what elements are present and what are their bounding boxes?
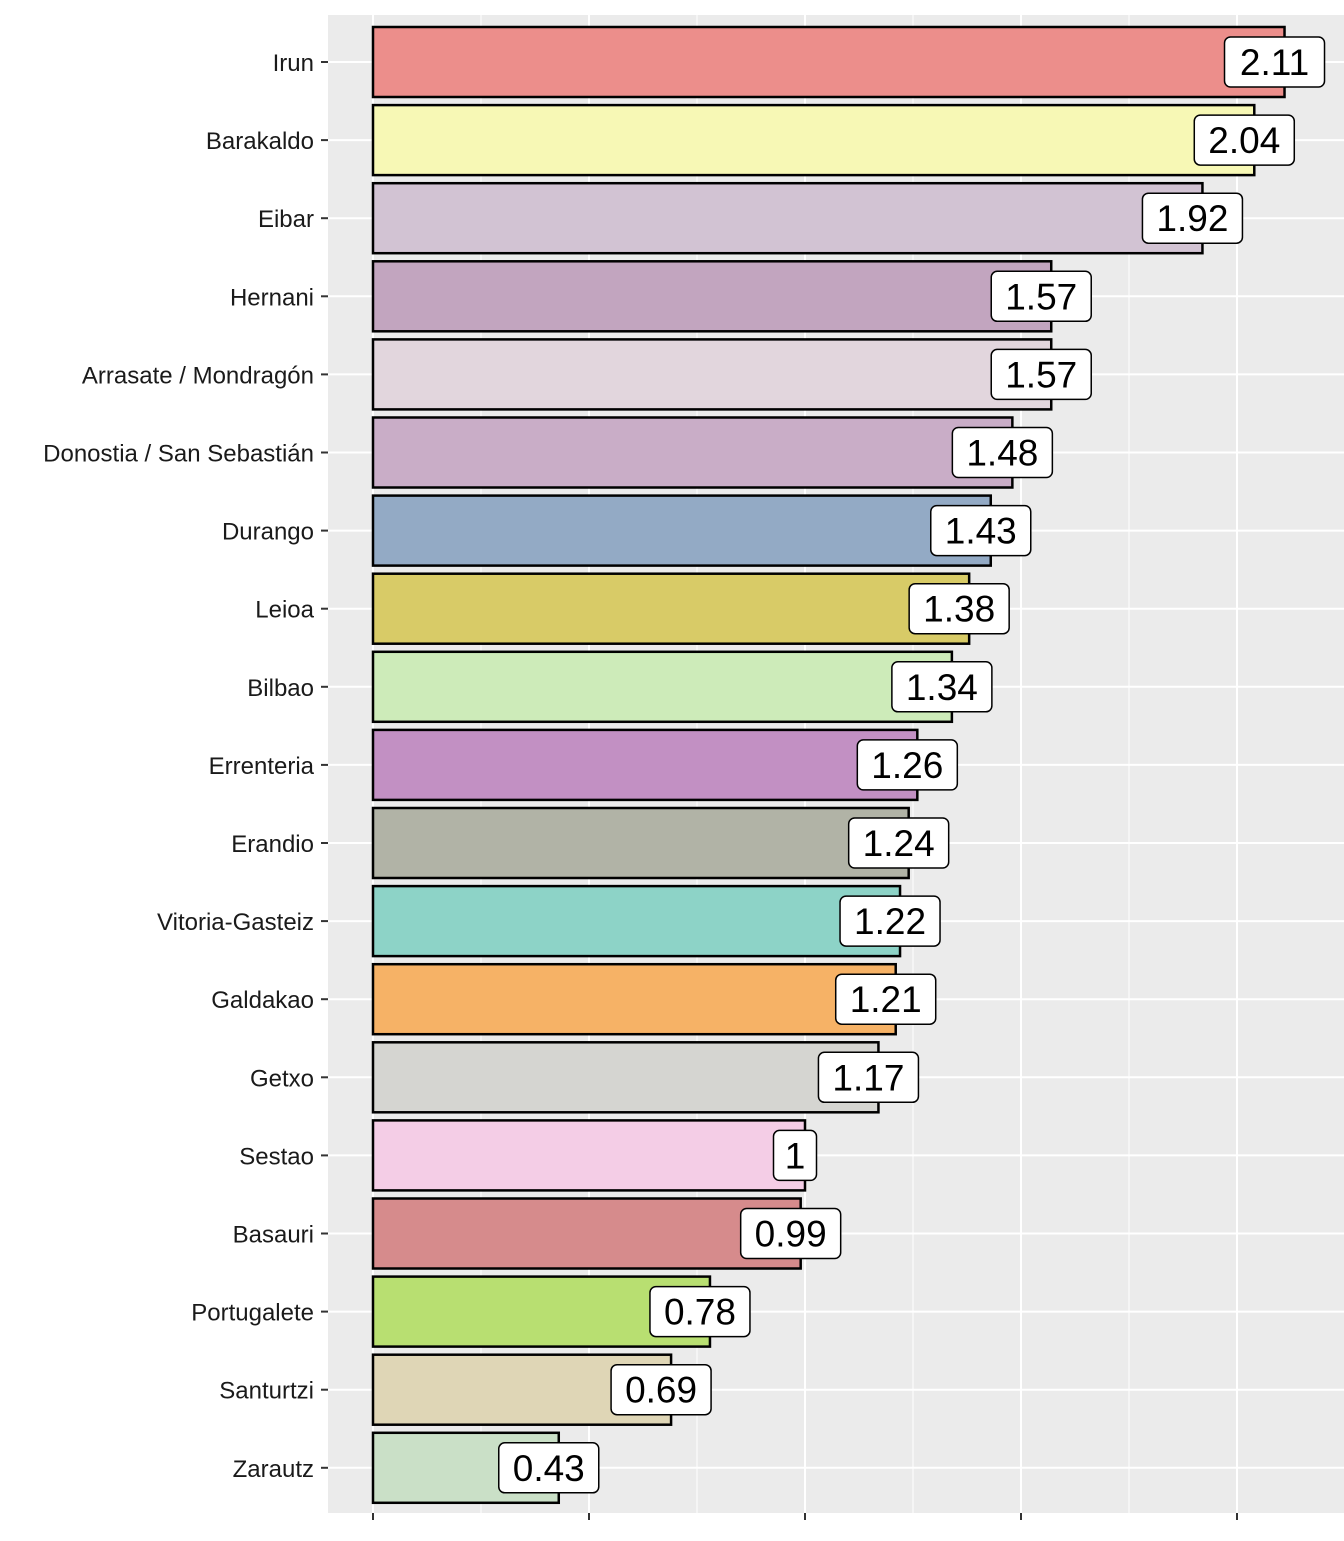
y-tick-label: Hernani: [230, 284, 314, 311]
data-label: 1: [785, 1135, 806, 1176]
data-label-box: [649, 1285, 751, 1338]
data-label: 1.57: [1005, 354, 1077, 395]
data-label-box: [951, 426, 1054, 479]
bar: [371, 1119, 807, 1192]
y-tick-label: Errenteria: [209, 753, 315, 780]
y-tick-label: Santurtzi: [219, 1378, 314, 1405]
y-tick-label: Portugalete: [191, 1300, 314, 1327]
bar: [371, 884, 902, 958]
data-label: 0.99: [755, 1214, 827, 1255]
bar: [371, 650, 954, 724]
bar: [371, 416, 1014, 489]
data-label: 1.17: [832, 1057, 904, 1098]
y-tick-label: Leioa: [255, 597, 314, 624]
data-label-box: [990, 348, 1092, 401]
bar: [371, 260, 1053, 333]
data-label: 0.43: [513, 1448, 585, 1489]
y-tick-label: Donostia / San Sebastián: [43, 441, 314, 468]
bar: [371, 494, 993, 567]
data-label: 1.43: [945, 511, 1017, 552]
data-label-box: [908, 582, 1010, 635]
y-tick-label: Eibar: [258, 206, 314, 233]
data-label-box: [1223, 36, 1326, 88]
data-label: 0.69: [625, 1370, 697, 1411]
data-label: 0.78: [664, 1292, 736, 1333]
data-label: 1.34: [906, 667, 978, 708]
data-label-box: [1193, 114, 1296, 166]
bar: [371, 338, 1053, 411]
y-tick-label: Basauri: [233, 1222, 314, 1249]
data-label: 1.92: [1156, 198, 1228, 239]
data-label: 1.48: [966, 433, 1038, 474]
y-tick-label: Sestao: [239, 1143, 314, 1170]
y-tick-label: Durango: [222, 519, 314, 546]
data-label-box: [772, 1129, 818, 1182]
data-label-box: [847, 817, 950, 869]
data-label: 1.57: [1005, 276, 1077, 317]
y-tick-label: Barakaldo: [206, 128, 314, 155]
bar: [371, 572, 971, 645]
data-label-box: [990, 270, 1092, 323]
data-label-box: [891, 661, 993, 713]
data-label: 1.26: [871, 745, 943, 786]
data-label-box: [739, 1207, 842, 1260]
data-label: 1.21: [850, 979, 922, 1020]
data-label: 1.38: [923, 589, 995, 630]
y-tick-label: Zarautz: [233, 1456, 314, 1483]
data-label-box: [856, 739, 959, 791]
data-label-box: [839, 895, 941, 947]
data-label-box: [610, 1363, 712, 1416]
data-label: 1.24: [863, 823, 935, 864]
y-tick-label: Erandio: [231, 831, 314, 858]
data-label: 2.04: [1208, 120, 1280, 161]
bar: [371, 25, 1286, 99]
y-tick-label: Arrasate / Mondragón: [82, 362, 314, 389]
bar: [371, 962, 897, 1036]
bar: [371, 181, 1204, 255]
data-label: 1.22: [854, 901, 926, 942]
bar: [371, 1197, 802, 1270]
data-label-box: [498, 1442, 600, 1494]
bar: [371, 103, 1256, 177]
y-tick-label: Getxo: [250, 1065, 314, 1092]
bar: [371, 728, 919, 802]
data-label-box: [1141, 192, 1244, 244]
y-tick-label: Vitoria-Gasteiz: [157, 909, 314, 936]
y-tick-label: Irun: [273, 50, 314, 77]
y-tick-label: Galdakao: [211, 987, 314, 1014]
data-label-box: [817, 1051, 920, 1104]
data-label-box: [834, 973, 937, 1025]
bar: [371, 806, 910, 880]
bar: [371, 1041, 880, 1114]
data-label: 2.11: [1240, 42, 1309, 83]
data-label-box: [930, 504, 1032, 557]
y-tick-label: Bilbao: [247, 675, 314, 702]
